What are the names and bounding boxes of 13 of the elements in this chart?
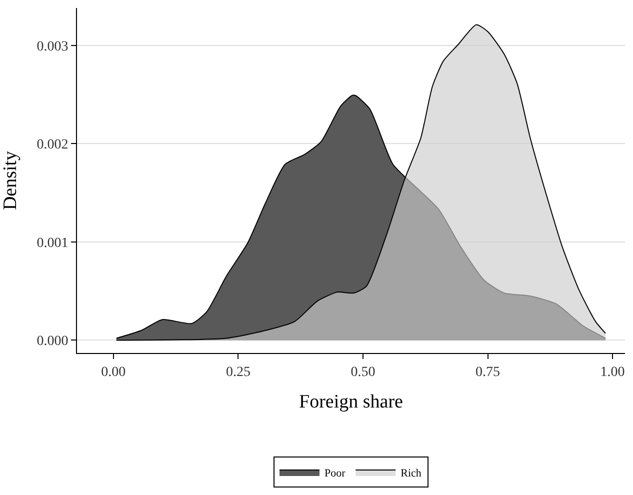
legend-label: Rich xyxy=(400,467,422,480)
y-tick-label: 0.000 xyxy=(36,334,68,350)
x-tick-label: 0.25 xyxy=(226,364,250,380)
x-tick-label: 0.75 xyxy=(476,364,500,380)
x-tick-label: 0.00 xyxy=(101,364,126,380)
y-tick-label: 0.001 xyxy=(36,236,68,251)
x-tick-label: 1.00 xyxy=(600,364,625,380)
x-tick-label: 0.50 xyxy=(350,364,376,380)
y-axis-title: Density xyxy=(0,150,21,210)
y-tick-label: 0.003 xyxy=(36,39,68,54)
x-axis-title: Foreign share xyxy=(299,392,403,413)
y-tick-label: 0.002 xyxy=(36,138,68,153)
legend-label: Poor xyxy=(324,467,346,480)
